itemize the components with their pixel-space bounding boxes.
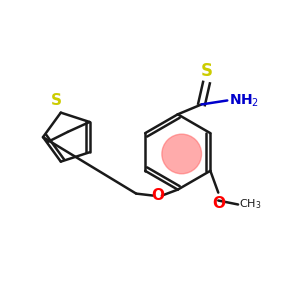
Text: CH$_3$: CH$_3$ <box>239 198 262 212</box>
Text: NH$_2$: NH$_2$ <box>229 92 260 109</box>
Circle shape <box>162 134 202 174</box>
Text: S: S <box>51 93 62 108</box>
Text: O: O <box>152 188 164 203</box>
Text: S: S <box>200 62 212 80</box>
Text: O: O <box>212 196 225 211</box>
